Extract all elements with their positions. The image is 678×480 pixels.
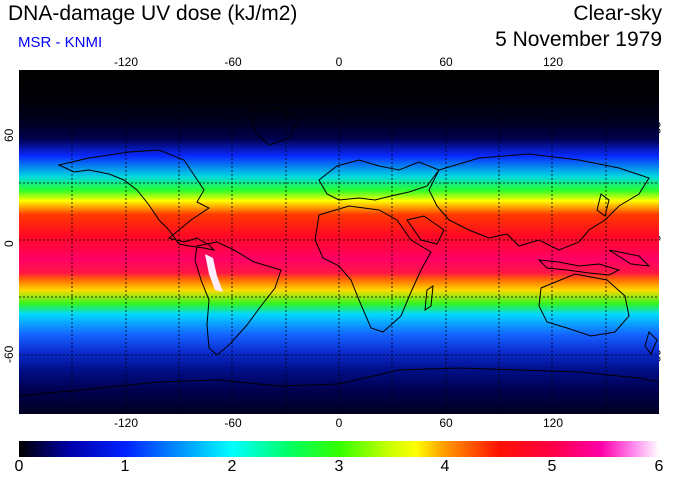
lon-tick-bottom: -120 <box>113 416 139 430</box>
lon-tick-top: 120 <box>542 55 564 69</box>
lon-tick-top: 0 <box>335 55 343 69</box>
source-label: MSR - KNMI <box>18 34 103 51</box>
coastlines <box>19 107 659 397</box>
lon-tick-top: -60 <box>224 55 242 69</box>
colorbar-label: 6 <box>654 458 664 475</box>
map-overlay <box>19 70 659 414</box>
sky-condition-label: Clear-sky <box>573 2 662 25</box>
chart-title: DNA-damage UV dose (kJ/m2) <box>8 2 298 25</box>
lat-tick-left: 60 <box>2 128 16 142</box>
lon-tick-top: -120 <box>113 55 139 69</box>
lat-tick-left: -60 <box>2 345 16 363</box>
lon-tick-top: 60 <box>439 55 453 69</box>
lon-tick-bottom: -60 <box>224 416 242 430</box>
date-label: 5 November 1979 <box>495 28 662 51</box>
colorbar-label: 5 <box>547 458 557 475</box>
lat-tick-left: 0 <box>2 240 16 247</box>
andes-highland <box>205 254 223 292</box>
colorbar-label: 0 <box>14 458 24 475</box>
colorbar-label: 3 <box>334 458 344 475</box>
lon-tick-bottom: 120 <box>542 416 564 430</box>
uv-dose-map <box>19 70 659 414</box>
colorbar-label: 2 <box>227 458 237 475</box>
lon-tick-bottom: 60 <box>439 416 453 430</box>
colorbar <box>19 441 659 457</box>
colorbar-label: 4 <box>440 458 450 475</box>
colorbar-label: 1 <box>120 458 130 475</box>
graticule <box>19 70 659 414</box>
lon-tick-bottom: 0 <box>335 416 343 430</box>
